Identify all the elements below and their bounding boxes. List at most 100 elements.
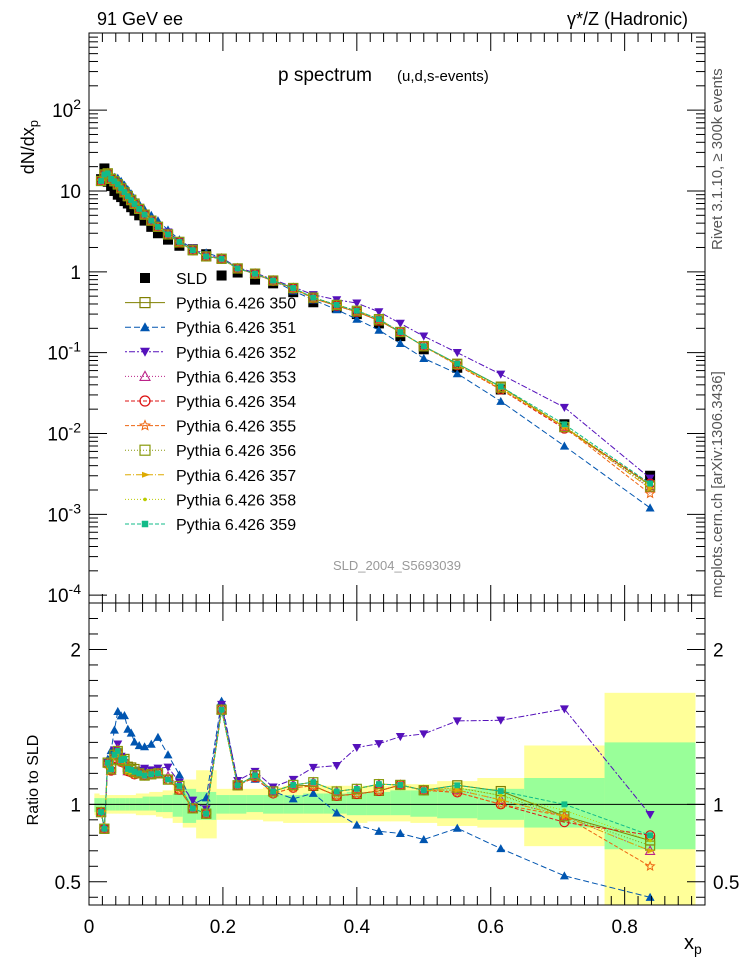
- data-point: [163, 763, 173, 772]
- data-point: [216, 270, 227, 281]
- y-tick-label-top: 10-1: [47, 339, 81, 365]
- stat-uncertainty-band: [303, 793, 324, 814]
- data-point: [644, 860, 656, 871]
- y-axis-label-bottom-text: Ratio to SLD: [25, 735, 42, 826]
- data-point: [290, 285, 297, 291]
- header-left-label: 91 GeV ee: [97, 9, 183, 29]
- legend-label: Pythia 6.426 356: [176, 443, 296, 460]
- data-point: [395, 338, 405, 348]
- y-tick-label-bottom-right: 1: [713, 795, 724, 816]
- data-point: [397, 782, 404, 788]
- legend-item: Pythia 6.426 350: [125, 296, 296, 313]
- data-point: [375, 316, 382, 323]
- data-point: [109, 725, 119, 734]
- data-point: [290, 782, 297, 788]
- data-point: [419, 835, 429, 844]
- series-356: [95, 168, 656, 492]
- data-point: [308, 788, 318, 797]
- data-point: [452, 369, 462, 378]
- data-point: [114, 748, 121, 754]
- spectrum-subtitle: (u,d,s-events): [397, 68, 489, 85]
- data-point: [332, 808, 342, 817]
- data-point: [644, 487, 656, 499]
- data-point: [395, 319, 405, 328]
- side-label-top-text: Rivet 3.1.10, ≥ 300k events: [709, 68, 726, 250]
- y-tick-label-bottom: 0.5: [55, 873, 81, 894]
- data-point: [419, 332, 429, 341]
- x-tick-label: 0.6: [478, 917, 504, 938]
- data-point: [136, 205, 143, 212]
- stat-uncertainty-band: [366, 791, 391, 816]
- data-point: [559, 871, 569, 880]
- legend-item: SLD: [140, 271, 207, 288]
- data-point: [218, 255, 225, 262]
- data-point: [559, 441, 569, 450]
- x-axis-label: xp: [684, 932, 702, 957]
- data-point: [452, 717, 462, 726]
- data-point: [373, 785, 385, 796]
- y-tick-label-bottom-right: 0.5: [713, 873, 739, 894]
- legend-item: Pythia 6.426 354: [125, 394, 296, 411]
- data-point: [374, 826, 384, 835]
- data-point: [140, 764, 150, 773]
- data-point: [252, 772, 258, 779]
- y-tick-label-top: 1: [70, 263, 81, 284]
- legend-item: Pythia 6.426 352: [125, 345, 296, 362]
- series-359: [98, 170, 654, 487]
- data-point: [174, 770, 184, 779]
- data-point: [270, 788, 277, 795]
- data-point: [308, 763, 318, 772]
- data-point: [139, 297, 151, 309]
- series-line: [100, 172, 651, 509]
- data-point: [163, 234, 174, 245]
- data-point: [189, 805, 196, 812]
- data-point: [136, 770, 143, 777]
- side-label-bottom-text: mcplots.cern.ch [arXiv:1306.3436]: [709, 371, 726, 598]
- data-point: [288, 794, 298, 803]
- y-tick-label-top: 10: [60, 182, 81, 203]
- stat-uncertainty-band: [390, 790, 411, 816]
- data-point: [126, 728, 136, 737]
- ratio-uncertainty-bands: [89, 692, 705, 905]
- legend-item: Pythia 6.426 359: [125, 517, 296, 534]
- data-point: [310, 294, 317, 301]
- data-point: [452, 349, 462, 358]
- stat-uncertainty-band: [162, 795, 174, 813]
- data-point: [105, 764, 117, 776]
- spectrum-title: p spectrum: [278, 65, 372, 86]
- y-tick-label-top: 10-2: [47, 419, 81, 445]
- data-point: [498, 797, 506, 803]
- data-point: [353, 307, 360, 314]
- data-point: [420, 343, 427, 350]
- data-point: [141, 211, 148, 218]
- data-point: [495, 382, 506, 393]
- legend-label: Pythia 6.426 354: [176, 394, 296, 411]
- ratio-series-359: [98, 706, 654, 839]
- data-point: [128, 766, 135, 773]
- data-point: [155, 223, 161, 230]
- data-point: [108, 175, 115, 182]
- data-point: [352, 820, 362, 829]
- data-point: [395, 828, 405, 837]
- data-point: [374, 740, 384, 749]
- data-point: [352, 743, 362, 753]
- data-point: [452, 823, 462, 832]
- data-point: [173, 783, 185, 795]
- data-point: [420, 787, 427, 794]
- data-point: [331, 789, 343, 801]
- data-point: [163, 750, 173, 759]
- y-axis-label-top: dN/dxp: [18, 120, 41, 174]
- data-point: [559, 705, 569, 714]
- data-point: [176, 782, 183, 789]
- data-point: [648, 838, 652, 843]
- data-point: [134, 740, 144, 750]
- data-point: [139, 215, 150, 226]
- data-point: [138, 419, 152, 431]
- y-tick-label-top: 10-4: [47, 581, 81, 607]
- axes: 10-4 10-3 10-2 10-1 1 10 102 0 0.2 0.4 0.6 0.8 0.5 0.…: [47, 32, 739, 938]
- data-point: [397, 329, 404, 335]
- data-point: [333, 788, 340, 795]
- data-point: [101, 825, 108, 832]
- data-point: [496, 370, 506, 379]
